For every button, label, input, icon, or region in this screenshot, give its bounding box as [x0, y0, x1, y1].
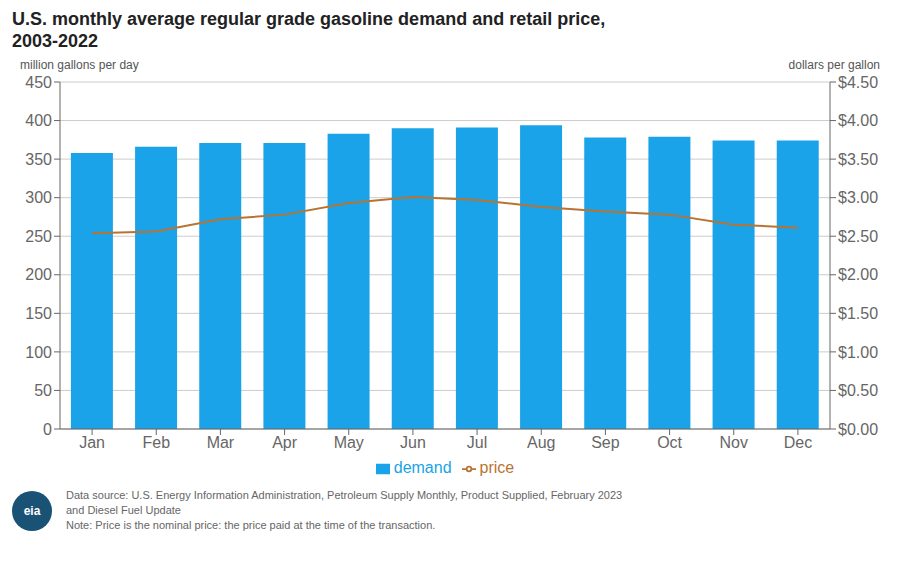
svg-text:Jun: Jun — [400, 434, 426, 451]
html-text:and Diesel Fuel Update: and Diesel Fuel Update — [66, 504, 181, 516]
svg-text:Mar: Mar — [207, 434, 235, 451]
svg-text:Dec: Dec — [784, 434, 812, 451]
svg-text:Oct: Oct — [657, 434, 682, 451]
svg-text:$2.50: $2.50 — [838, 228, 878, 245]
svg-text:Aug: Aug — [527, 434, 555, 451]
html-text:dollars per gallon: dollars per gallon — [788, 58, 880, 72]
svg-text:Feb: Feb — [142, 434, 170, 451]
html-text:demand: demand — [393, 459, 452, 476]
svg-text:200: 200 — [25, 266, 52, 283]
svg-text:Nov: Nov — [720, 434, 748, 451]
svg-text:0: 0 — [43, 421, 52, 438]
svg-text:50: 50 — [34, 382, 52, 399]
html-text:million gallons per day: million gallons per day — [20, 58, 139, 72]
html-text:Data source: U.S. Energy Infor: Data source: U.S. Energy Information Adm… — [66, 489, 623, 501]
svg-text:Sep: Sep — [591, 434, 620, 451]
svg-text:$1.50: $1.50 — [838, 305, 878, 322]
svg-text:$1.00: $1.00 — [838, 344, 878, 361]
svg-text:$2.00: $2.00 — [838, 266, 878, 283]
svg-text:$3.50: $3.50 — [838, 151, 878, 168]
svg-text:Apr: Apr — [272, 434, 298, 451]
svg-text:Jul: Jul — [467, 434, 487, 451]
svg-text:May: May — [334, 434, 364, 451]
svg-text:450: 450 — [25, 74, 52, 91]
svg-text:100: 100 — [25, 344, 52, 361]
svg-text:Jan: Jan — [79, 434, 105, 451]
svg-text:350: 350 — [25, 151, 52, 168]
svg-text:$0.50: $0.50 — [838, 382, 878, 399]
html-text:2003-2022: 2003-2022 — [12, 31, 99, 51]
svg-text:$4.50: $4.50 — [838, 74, 878, 91]
svg-text:400: 400 — [25, 112, 52, 129]
html-text:U.S. monthly average regular g: U.S. monthly average regular grade gasol… — [12, 9, 606, 29]
html-text:price: price — [479, 459, 515, 476]
html-text:eia: eia — [23, 503, 41, 518]
html-text:Note: Price is the nominal pri: Note: Price is the nominal price: the pr… — [66, 519, 436, 531]
svg-text:150: 150 — [25, 305, 52, 322]
svg-text:300: 300 — [25, 189, 52, 206]
svg-text:$0.00: $0.00 — [838, 421, 878, 438]
svg-text:$4.00: $4.00 — [838, 112, 878, 129]
svg-text:250: 250 — [25, 228, 52, 245]
svg-text:$3.00: $3.00 — [838, 189, 878, 206]
